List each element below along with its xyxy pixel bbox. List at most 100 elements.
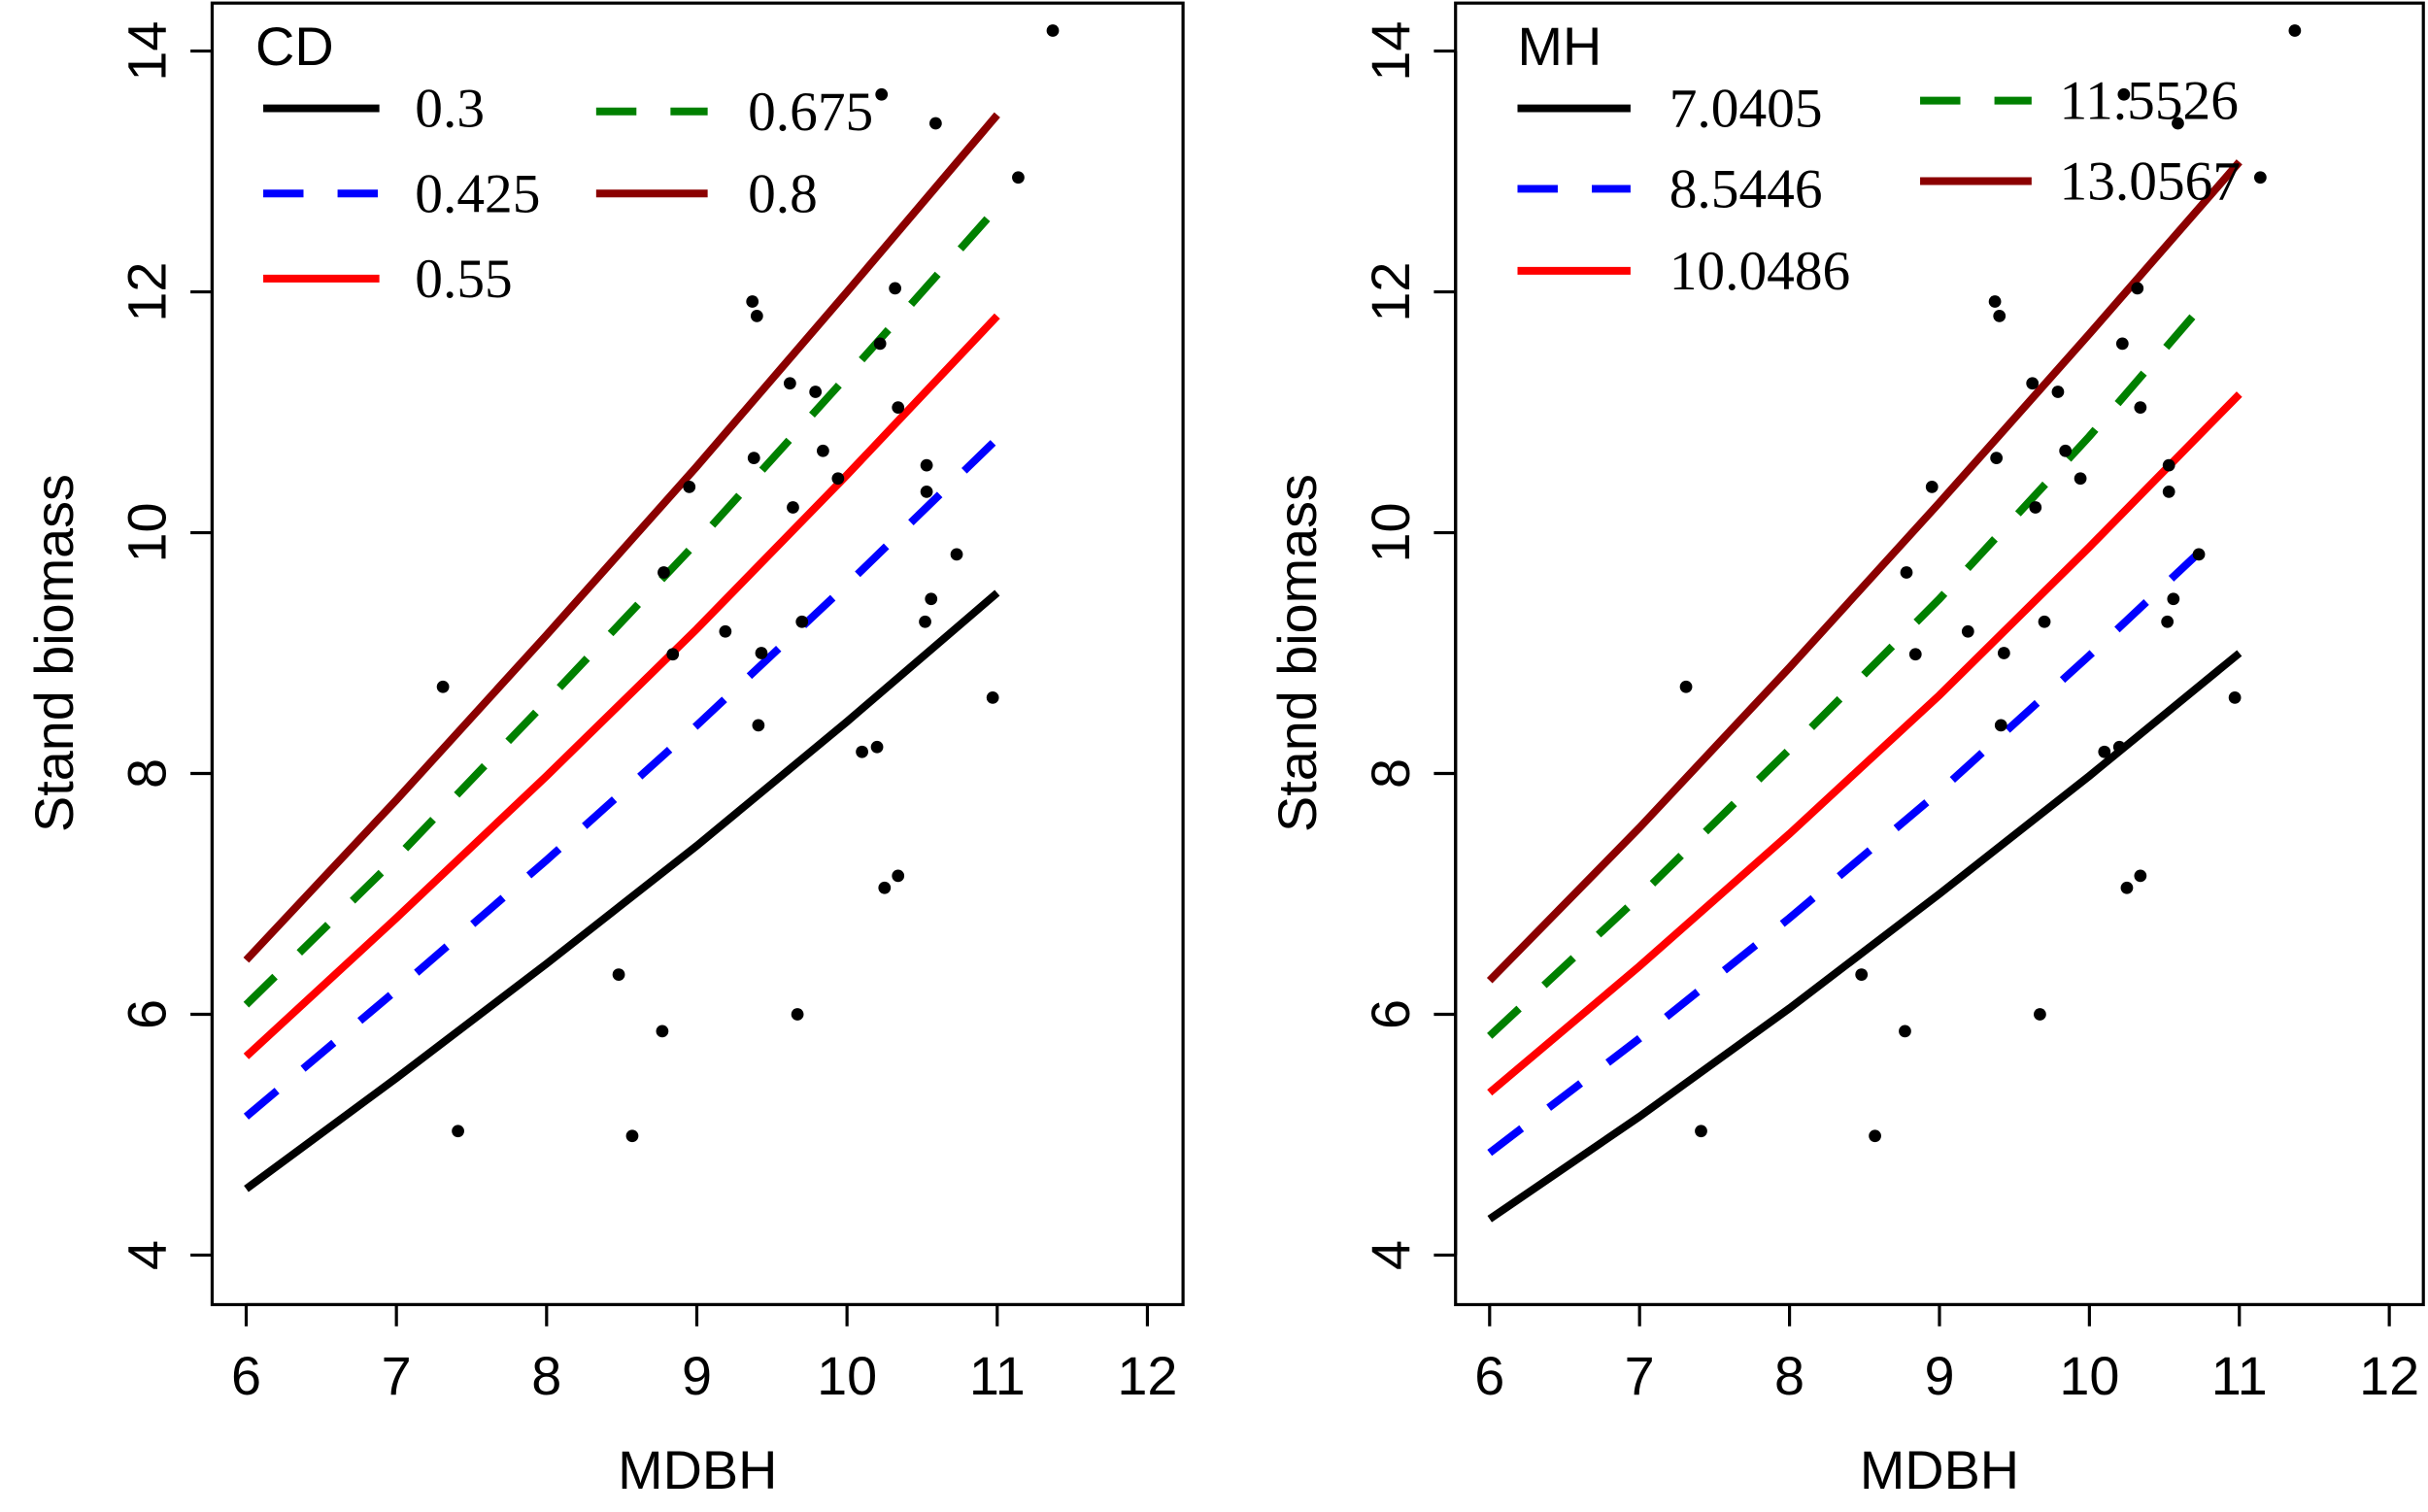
data-point bbox=[656, 1025, 669, 1038]
x-tick-label: 9 bbox=[1924, 1345, 1954, 1406]
data-point bbox=[2120, 881, 2134, 894]
data-point bbox=[1012, 171, 1025, 185]
data-point bbox=[2134, 401, 2147, 414]
data-point bbox=[2112, 740, 2126, 754]
data-point bbox=[1899, 1025, 1911, 1038]
data-point bbox=[875, 87, 889, 101]
x-tick-label: 8 bbox=[1774, 1345, 1804, 1406]
y-tick-label: 6 bbox=[1360, 999, 1421, 1029]
data-point bbox=[1695, 1125, 1707, 1138]
data-point bbox=[750, 309, 763, 322]
plot-frame bbox=[1454, 1, 2425, 1307]
x-tick-label: 8 bbox=[531, 1345, 561, 1406]
x-tick-label: 9 bbox=[682, 1345, 712, 1406]
data-point bbox=[1900, 566, 1913, 579]
data-point bbox=[612, 968, 625, 981]
legend-label: 0.55 bbox=[415, 249, 512, 310]
data-point bbox=[2051, 386, 2065, 398]
data-point bbox=[1990, 452, 2004, 465]
data-point bbox=[920, 486, 933, 498]
data-point bbox=[2253, 171, 2267, 185]
legend-label: 8.5446 bbox=[1669, 159, 1823, 220]
data-point bbox=[889, 282, 901, 295]
legend-label: 10.0486 bbox=[1669, 241, 1851, 302]
legend-label: 0.675 bbox=[748, 82, 873, 143]
legend-label: 0.3 bbox=[415, 79, 485, 140]
data-point bbox=[2115, 337, 2129, 351]
data-point bbox=[817, 444, 829, 457]
data-point bbox=[452, 1125, 464, 1138]
x-tick-label: 7 bbox=[382, 1345, 412, 1406]
data-point bbox=[795, 615, 809, 628]
legend-label: 11.5526 bbox=[2060, 71, 2239, 132]
data-point bbox=[920, 458, 933, 472]
data-point bbox=[2059, 444, 2073, 457]
series-line-8-5446 bbox=[1487, 535, 2217, 1157]
data-point bbox=[436, 680, 450, 693]
y-tick-label: 8 bbox=[117, 758, 178, 789]
data-point bbox=[831, 472, 845, 486]
data-point bbox=[873, 337, 887, 351]
series-line-11-5526 bbox=[1487, 288, 2217, 1039]
legend-label: 0.8 bbox=[748, 163, 818, 224]
legend-title: CD bbox=[255, 16, 334, 77]
series-line-0-425 bbox=[243, 435, 1000, 1120]
series-line-13-0567 bbox=[1486, 159, 2243, 984]
y-tick-label: 14 bbox=[117, 21, 178, 82]
data-point bbox=[783, 377, 796, 390]
data-point bbox=[2131, 282, 2144, 295]
x-tick-label: 12 bbox=[2359, 1345, 2419, 1406]
data-point bbox=[683, 481, 696, 493]
legend: CD 0.3 0.425 0.55 0.675 0.8 bbox=[255, 16, 873, 310]
data-point bbox=[658, 566, 670, 579]
data-point bbox=[1997, 647, 2010, 659]
y-tick-label: 12 bbox=[117, 262, 178, 322]
data-point bbox=[1993, 309, 2006, 322]
data-point bbox=[870, 740, 884, 754]
data-point bbox=[950, 548, 963, 561]
x-tick-label: 11 bbox=[969, 1345, 1026, 1406]
data-point bbox=[625, 1129, 639, 1143]
legend-title: MH bbox=[1517, 16, 1602, 77]
data-point bbox=[2117, 87, 2131, 101]
data-point bbox=[746, 295, 759, 308]
data-point bbox=[1869, 1129, 1881, 1143]
legend: MH 7.0405 8.5446 10.0486 11.5526 13.0567 bbox=[1517, 16, 2241, 302]
data-point bbox=[925, 592, 938, 606]
data-point bbox=[856, 745, 868, 758]
data-point bbox=[1679, 680, 1693, 693]
data-point bbox=[2288, 24, 2302, 37]
legend-label: 0.425 bbox=[415, 163, 540, 224]
data-point bbox=[928, 117, 942, 130]
data-point bbox=[1855, 968, 1869, 981]
data-point bbox=[2074, 472, 2087, 486]
data-point bbox=[2026, 377, 2040, 390]
y-tick-label: 8 bbox=[1360, 758, 1421, 789]
x-tick-label: 10 bbox=[817, 1345, 877, 1406]
data-point bbox=[2162, 486, 2175, 498]
y-tick-label: 6 bbox=[117, 999, 178, 1029]
y-tick-label: 4 bbox=[117, 1240, 178, 1270]
series-line-0-675 bbox=[243, 205, 1000, 1008]
series-line-0-8 bbox=[243, 112, 1000, 963]
y-axis-label: Stand biomass bbox=[1266, 474, 1328, 832]
data-point bbox=[1988, 295, 2002, 308]
x-axis-label: MDBH bbox=[1860, 1439, 2019, 1500]
data-point bbox=[791, 1008, 804, 1021]
data-point bbox=[2167, 592, 2180, 606]
x-tick-label: 6 bbox=[231, 1345, 261, 1406]
data-point bbox=[752, 719, 765, 732]
data-point bbox=[666, 648, 680, 661]
panel-cd: 6 7 8 9 10 11 12 4 6 8 10 12 14 MDBH Stand biomass CD 0.… bbox=[23, 1, 1185, 1500]
data-point bbox=[1994, 719, 2007, 732]
data-point bbox=[1961, 624, 1974, 638]
legend-label: 13.0567 bbox=[2060, 151, 2242, 213]
data-point bbox=[2172, 117, 2184, 130]
data-point bbox=[2161, 615, 2175, 628]
panel-mh: 6 7 8 9 10 11 12 4 6 8 10 12 14 MDBH Stand biomass MH 7.… bbox=[1266, 1, 2425, 1500]
x-tick-label: 7 bbox=[1625, 1345, 1655, 1406]
y-tick-label: 14 bbox=[1360, 21, 1421, 82]
x-axis-label: MDBH bbox=[618, 1439, 777, 1500]
data-point bbox=[2034, 1008, 2046, 1021]
series-line-0-55 bbox=[243, 313, 1000, 1059]
